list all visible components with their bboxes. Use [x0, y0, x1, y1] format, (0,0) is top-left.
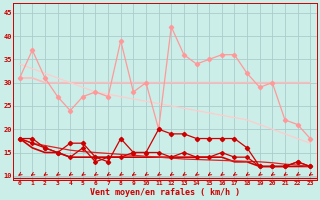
X-axis label: Vent moyen/en rafales ( km/h ): Vent moyen/en rafales ( km/h )	[90, 188, 240, 197]
